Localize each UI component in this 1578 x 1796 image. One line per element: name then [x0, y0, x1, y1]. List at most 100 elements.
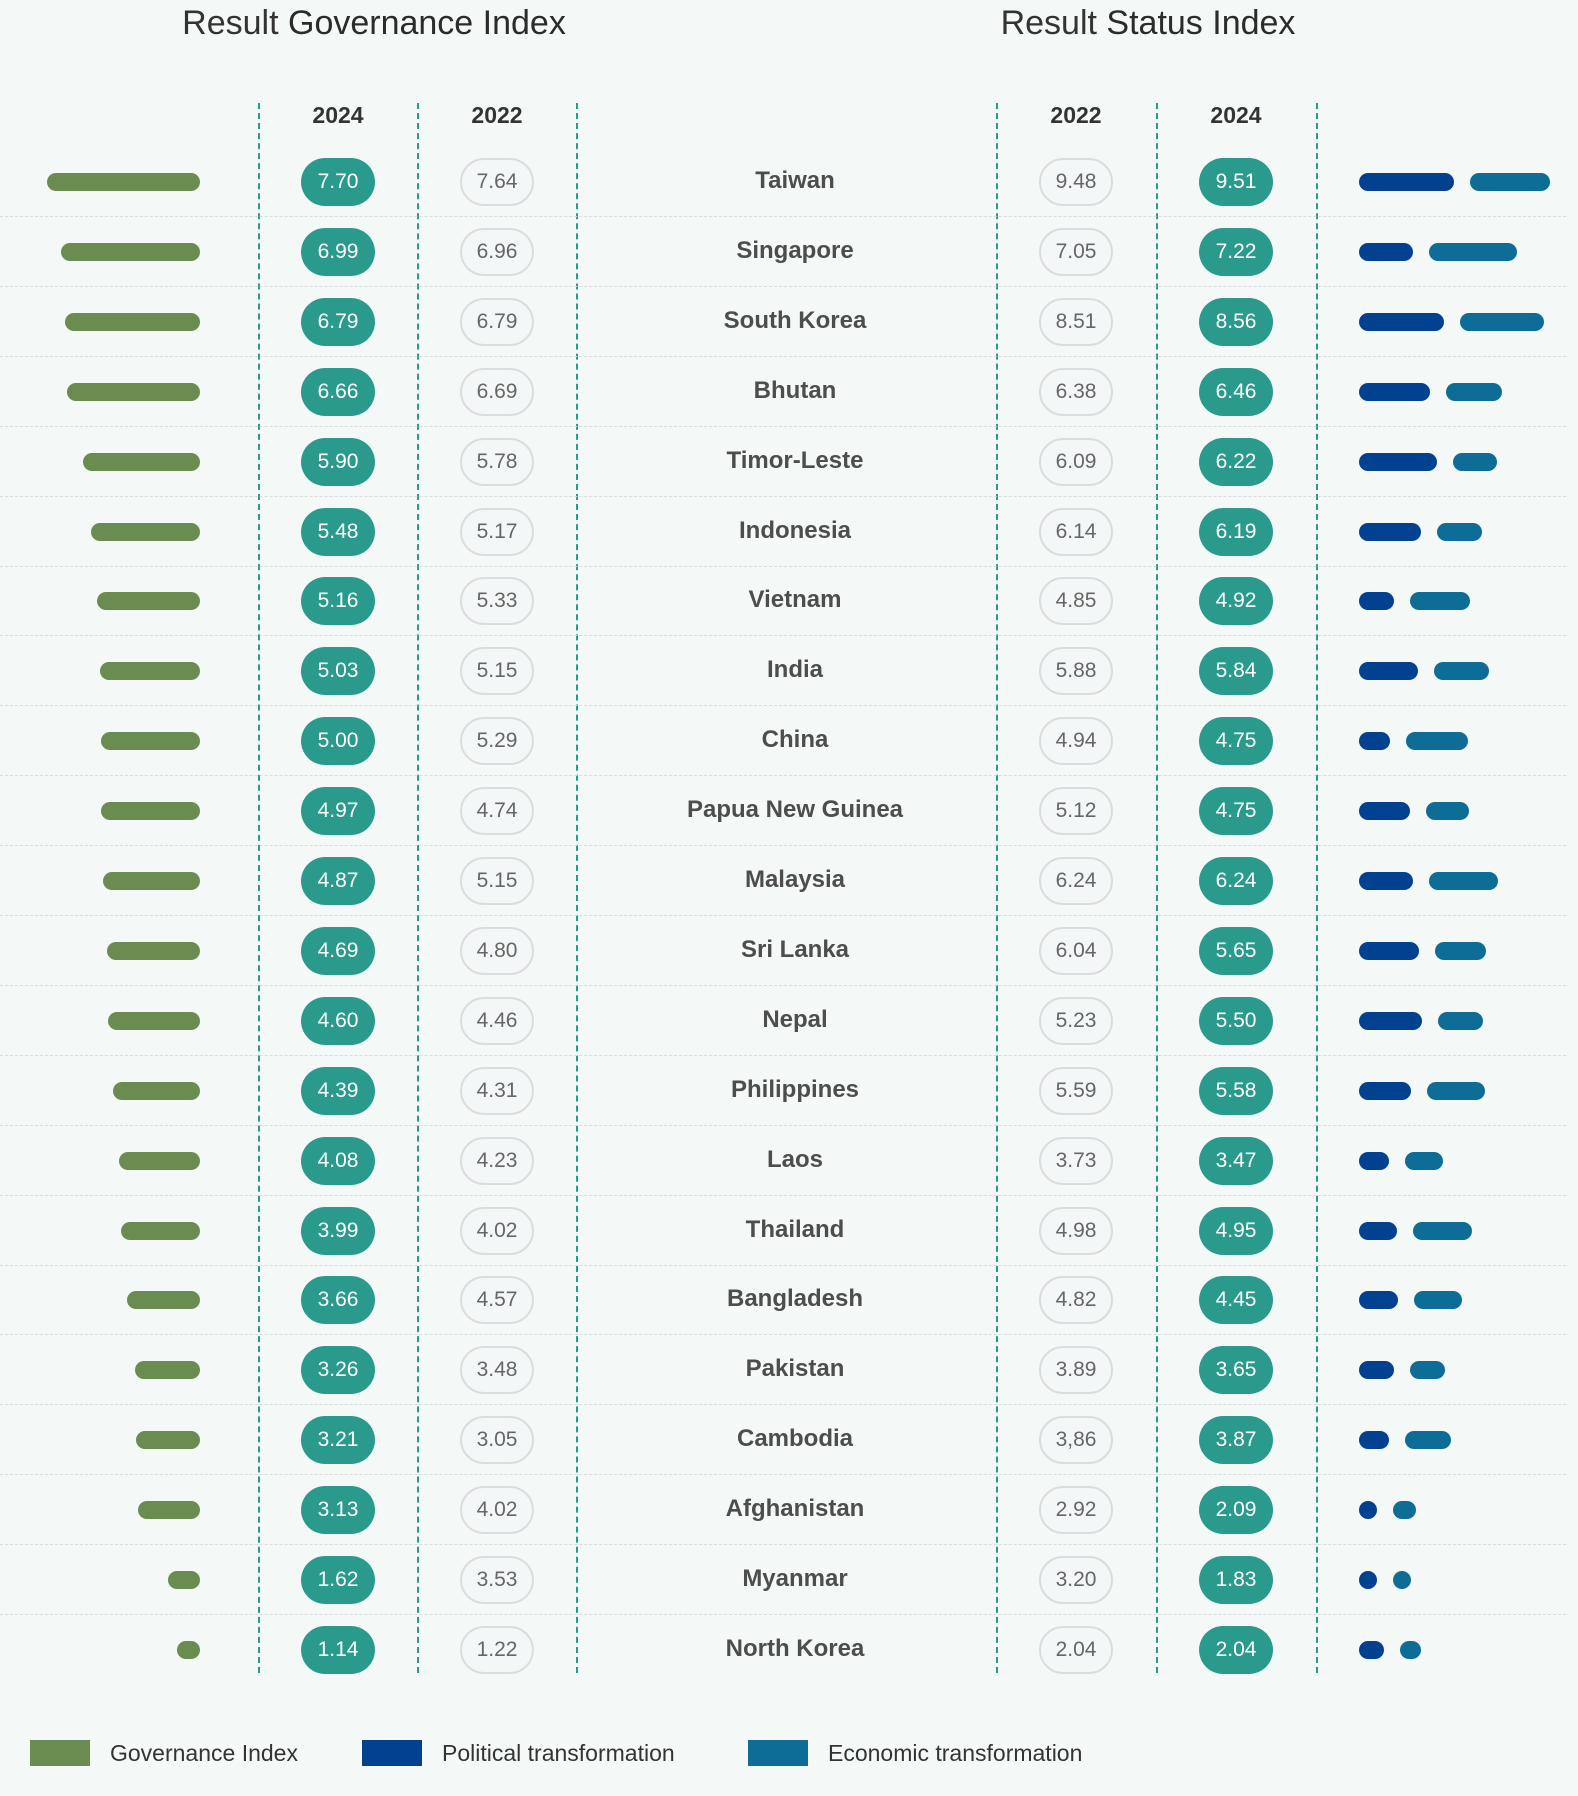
governance-bar [67, 382, 200, 401]
political-bar [1359, 1291, 1398, 1310]
governance-bar [137, 1501, 200, 1520]
status-2024-value: 4.95 [1199, 1206, 1273, 1255]
governance-bar [64, 312, 200, 331]
status-2024-value: 4.45 [1199, 1276, 1273, 1325]
row-separator [0, 495, 1566, 497]
country-name: Timor-Leste [726, 446, 864, 474]
political-bar [1359, 1571, 1377, 1589]
economic-bar [1428, 872, 1498, 890]
country-name: Vietnam [748, 586, 842, 614]
political-bar [1359, 1361, 1395, 1380]
political-bar [1359, 592, 1395, 611]
country-name: Afghanistan [725, 1495, 865, 1523]
gov-2022-value: 4.02 [460, 1206, 534, 1255]
table-row: 6.99 6.96 Singapore 7.05 7.22 [0, 217, 1566, 287]
governance-bar [135, 1361, 200, 1380]
row-separator [0, 845, 1566, 847]
table-row: 3.26 3.48 Pakistan 3.89 3.65 [0, 1335, 1566, 1406]
table-row: 1.62 3.53 Myanmar 3.20 1.83 [0, 1545, 1566, 1615]
table-row: 4.87 5.15 Malaysia 6.24 6.24 [0, 846, 1566, 916]
economic-bar [1452, 452, 1497, 471]
status-2024-value: 6.46 [1199, 367, 1273, 416]
table-row: 5.90 5.78 Timor-Leste 6.09 6.22 [0, 427, 1566, 497]
row-separator [0, 355, 1566, 357]
political-bar [1359, 941, 1420, 960]
country-name: Laos [766, 1145, 824, 1173]
political-bar [1359, 382, 1431, 401]
economic-bar [1412, 1221, 1473, 1240]
status-2024-value: 3.87 [1199, 1416, 1273, 1465]
gov-2022-value: 6.79 [460, 297, 534, 346]
political-bar [1359, 173, 1455, 191]
status-2024-value: 4.92 [1199, 577, 1273, 626]
political-bar [1359, 312, 1444, 331]
country-name: Philippines [730, 1075, 860, 1103]
economic-bar [1428, 242, 1518, 261]
gov-2022-value: 3.05 [460, 1416, 534, 1465]
table-row: 6.79 6.79 South Korea 8.51 8.56 [0, 287, 1566, 357]
political-bar [1359, 1151, 1390, 1170]
country-name: Sri Lanka [740, 935, 850, 963]
economic-bar [1425, 802, 1470, 821]
economic-bar [1437, 522, 1483, 541]
gov-2024-value: 4.69 [301, 926, 375, 975]
gov-2022-value: 1.22 [460, 1625, 534, 1674]
governance-bar [177, 1640, 200, 1659]
table-row: 3.66 4.57 Bangladesh 4.82 4.45 [0, 1265, 1566, 1336]
governance-bar [167, 1571, 200, 1589]
table-row: 5.03 5.15 India 5.88 5.84 [0, 636, 1566, 707]
status-2022-value: 6.38 [1039, 367, 1113, 416]
status-2022-value: 2.92 [1039, 1486, 1113, 1535]
gov-2024-value: 1.14 [301, 1625, 375, 1674]
column-divider [996, 103, 998, 1673]
gov-2022-value: 7.64 [460, 158, 534, 206]
gov-2022-value: 4.80 [460, 926, 534, 975]
economic-bar [1459, 312, 1545, 331]
country-name: Singapore [736, 236, 854, 264]
economic-bar [1405, 1431, 1451, 1450]
status-2022-value: 7.05 [1039, 227, 1113, 276]
country-name: India [766, 656, 824, 684]
governance-bar [101, 802, 200, 821]
economic-bar [1413, 1291, 1462, 1310]
table-row: 5.00 5.29 China 4.94 4.75 [0, 706, 1566, 777]
economic-bar [1405, 1151, 1444, 1170]
country-name: China [761, 726, 829, 754]
gov-2024-value: 3.26 [301, 1346, 375, 1395]
status-2024-value: 5.58 [1199, 1066, 1273, 1115]
gov-2022-value: 4.74 [460, 787, 534, 836]
gov-2024-value: 3.66 [301, 1276, 375, 1325]
gov-2022-value: 6.96 [460, 227, 534, 276]
table-row: 3.99 4.02 Thailand 4.98 4.95 [0, 1196, 1566, 1266]
table-row: 7.70 7.64 Taiwan 9.48 9.51 [0, 147, 1566, 217]
governance-bar [106, 941, 200, 960]
economic-bar [1438, 1011, 1483, 1030]
governance-bar [99, 662, 200, 681]
gov-2024-value: 3.21 [301, 1416, 375, 1465]
status-2022-value: 6.14 [1039, 507, 1113, 556]
title-main: Status Index [1106, 4, 1296, 42]
gov-2022-value: 3.53 [460, 1556, 534, 1604]
gov-2022-value: 5.15 [460, 857, 534, 905]
status-2022-value: 5.59 [1039, 1066, 1113, 1115]
status-2022-value: 2.04 [1039, 1625, 1113, 1674]
governance-bar [97, 592, 200, 611]
country-name: Papua New Guinea [686, 796, 904, 824]
governance-bar [103, 872, 200, 890]
row-separator [0, 635, 1566, 637]
row-separator [0, 705, 1566, 707]
gov-2024-value: 3.13 [301, 1486, 375, 1535]
country-name: Cambodia [736, 1425, 854, 1453]
column-divider [258, 103, 260, 1673]
political-bar [1359, 452, 1437, 471]
country-name: Thailand [745, 1215, 845, 1243]
status-2024-value: 3.47 [1199, 1136, 1273, 1185]
status-2022-value: 3.89 [1039, 1346, 1113, 1395]
row-separator [0, 565, 1566, 567]
status-2024-value: 4.75 [1199, 787, 1273, 836]
status-2022-value: 5.88 [1039, 647, 1113, 696]
gov-header-2024: 2024 [312, 102, 364, 128]
political-bar [1359, 1081, 1411, 1100]
table-row: 1.14 1.22 North Korea 2.04 2.04 [0, 1615, 1566, 1685]
row-separator [0, 1614, 1566, 1615]
